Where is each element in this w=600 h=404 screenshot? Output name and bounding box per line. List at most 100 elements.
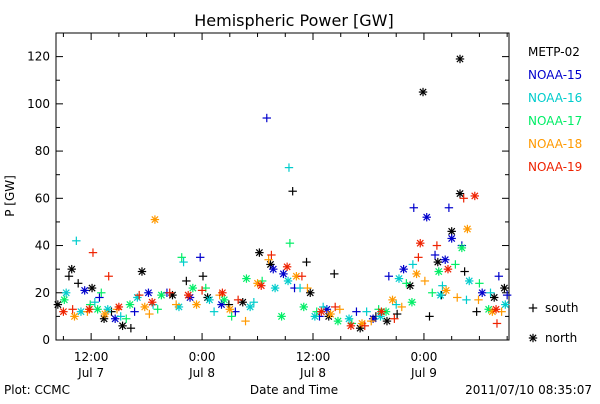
data-point-south <box>209 307 219 316</box>
data-point-north <box>500 283 509 293</box>
data-point-south <box>145 309 154 319</box>
x-tick-label-time: 0:00 <box>410 350 437 364</box>
data-point-north <box>99 314 109 323</box>
data-point-south <box>335 305 345 314</box>
data-point-south <box>165 288 174 297</box>
data-point-south <box>409 203 418 212</box>
data-point-north <box>61 288 71 297</box>
legend-entry: NOAA-16 <box>528 91 582 105</box>
data-point-north <box>382 316 392 326</box>
data-point-north <box>501 300 510 309</box>
y-tick-label: 20 <box>35 286 50 300</box>
data-point-north <box>394 274 404 283</box>
data-point-south <box>352 307 361 316</box>
data-point-south <box>197 286 207 295</box>
data-point-north <box>157 290 166 300</box>
data-point-south <box>86 300 95 309</box>
data-point-north <box>59 307 68 316</box>
data-point-south <box>288 187 297 196</box>
data-point-north <box>463 224 472 234</box>
data-point-north <box>205 295 214 305</box>
data-point-south <box>303 283 312 293</box>
data-points <box>53 54 512 333</box>
data-point-north <box>257 281 266 290</box>
data-point-south <box>459 194 468 203</box>
data-point-north <box>67 264 76 274</box>
data-point-north <box>346 321 356 331</box>
data-point-south <box>88 248 98 257</box>
data-point-south <box>233 295 243 305</box>
data-point-south <box>72 236 81 246</box>
data-point-north <box>333 316 343 326</box>
data-point-north <box>103 305 112 314</box>
data-point-south <box>264 255 273 264</box>
data-point-north <box>60 295 69 305</box>
data-point-north <box>310 312 320 321</box>
footer-timestamp: 2011/07/10 08:35:07 <box>465 383 592 397</box>
data-point-north <box>279 269 288 279</box>
data-point-north <box>114 302 124 312</box>
marker-legend-label: south <box>545 301 579 315</box>
data-point-south <box>284 163 294 172</box>
data-point-south <box>153 305 162 314</box>
data-point-north <box>455 54 465 64</box>
data-point-north <box>125 300 135 309</box>
data-point-south <box>438 281 447 290</box>
data-point-south <box>227 312 236 321</box>
legend-entry: METP-02 <box>528 45 580 59</box>
data-point-south <box>182 276 191 286</box>
series-noaa-15 <box>80 113 512 323</box>
data-point-south <box>104 272 113 281</box>
data-point-north <box>447 234 456 243</box>
series-noaa-17 <box>60 238 493 328</box>
y-tick-label: 80 <box>35 144 50 158</box>
y-tick-label: 120 <box>27 50 50 64</box>
data-point-south <box>330 302 340 312</box>
series-noaa-16 <box>61 163 510 323</box>
data-point-north <box>416 238 425 248</box>
data-point-south <box>462 295 471 305</box>
x-tick-label-time: 12:00 <box>296 350 331 364</box>
data-point-south <box>430 250 440 260</box>
data-point-north <box>53 300 63 309</box>
marker-legend-north: north <box>528 331 577 345</box>
legend: METP-02 NOAA-15 NOAA-16 NOAA-17 NOAA-18 NOAA-… <box>528 45 582 174</box>
data-point-north <box>150 215 160 224</box>
chart-title: Hemispheric Power [GW] <box>194 11 393 30</box>
data-point-south <box>116 312 125 321</box>
data-point-south <box>177 253 186 262</box>
data-point-south <box>171 300 181 309</box>
data-point-south <box>428 288 437 297</box>
data-point-north <box>137 267 147 276</box>
y-tick-label: 0 <box>42 333 50 347</box>
data-point-south <box>122 314 131 323</box>
x-tick-label-time: 0:00 <box>189 350 216 364</box>
data-point-south <box>302 257 311 267</box>
legend-entry: NOAA-17 <box>528 114 582 128</box>
data-point-south <box>360 321 369 331</box>
data-point-north <box>87 283 97 293</box>
data-point-south <box>367 316 376 326</box>
data-point-north <box>140 302 149 312</box>
data-point-north <box>490 293 499 302</box>
data-point-south <box>295 283 305 293</box>
data-point-south <box>472 307 481 316</box>
data-point-north <box>255 248 264 257</box>
data-point-north <box>418 87 428 97</box>
data-point-south <box>474 295 483 305</box>
data-point-north <box>270 283 280 293</box>
data-point-north <box>225 305 235 314</box>
data-point-south <box>267 250 276 260</box>
data-point-north <box>433 257 443 267</box>
data-point-south <box>97 288 106 297</box>
data-point-south <box>179 257 188 267</box>
y-axis-label: P [GW] <box>3 175 17 217</box>
x-tick-label-time: 12:00 <box>74 350 109 364</box>
data-point-north <box>283 276 293 286</box>
data-point-south <box>453 293 462 302</box>
data-point-south <box>492 319 502 328</box>
footer-credit: Plot: CCMC <box>4 383 70 397</box>
data-point-north <box>477 288 487 297</box>
data-point-north <box>491 305 501 314</box>
